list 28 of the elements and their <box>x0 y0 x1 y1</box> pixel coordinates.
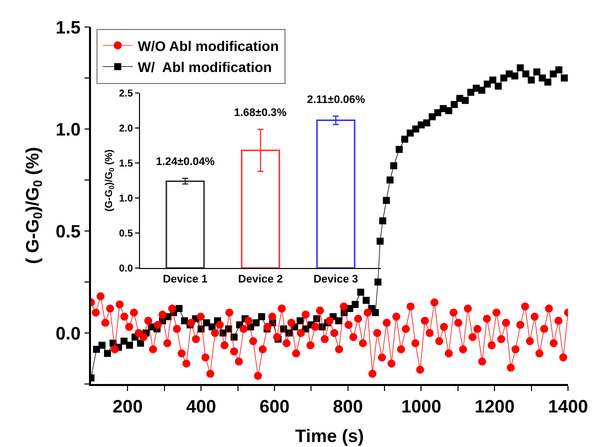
x-tick-label: 600 <box>259 396 290 416</box>
x-tick-label: Device 1 <box>162 273 208 286</box>
x-tick-label: 400 <box>186 396 216 416</box>
y-tick-label: 0.0 <box>56 323 81 344</box>
x-tick-label: 800 <box>332 396 363 416</box>
data-label: 2.11±0.06% <box>307 94 366 106</box>
y-tick-label: 1.5 <box>56 17 81 38</box>
legend-label: W/ Abl modification <box>138 59 272 76</box>
x-axis-title: Time (s) <box>295 426 364 446</box>
y-tick-label: 2.0 <box>118 124 134 134</box>
data-label: 1.24±0.04% <box>156 156 215 168</box>
y-tick-label: 2.5 <box>118 88 134 100</box>
legend-label: W/O Abl modification <box>138 38 279 54</box>
y-tick-label: 1.0 <box>56 119 81 140</box>
y-tick-label: 0.5 <box>56 221 81 242</box>
x-tick-label: Device 2 <box>238 273 283 286</box>
bar <box>316 120 356 268</box>
y-tick-label: 0.5 <box>118 228 134 240</box>
bar <box>166 180 205 268</box>
data-label: 1.68±0.3% <box>234 107 287 119</box>
y-tick-label: 0.0 <box>118 264 134 274</box>
x-tick-label: 1400 <box>548 396 588 416</box>
x-tick-label: 200 <box>112 396 143 416</box>
y-tick-label: 1.5 <box>118 158 134 170</box>
x-tick-label: Device 3 <box>313 273 358 286</box>
x-tick-label: 1200 <box>474 396 515 416</box>
y-tick-label: 1.0 <box>118 194 134 204</box>
x-tick-label: 1000 <box>401 396 442 416</box>
